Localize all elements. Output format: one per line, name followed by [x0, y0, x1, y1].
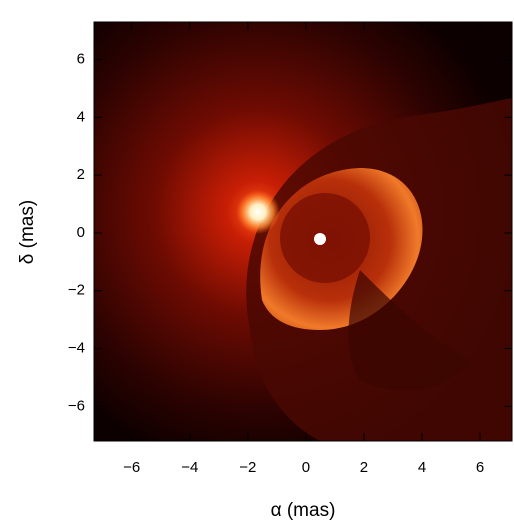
x-tick-label: −6	[123, 459, 140, 476]
x-tick-label: 6	[476, 459, 484, 476]
y-tick-label: −6	[68, 397, 85, 414]
image	[94, 22, 512, 441]
y-tick-label: 4	[77, 108, 85, 125]
x-tick-label: 0	[302, 459, 310, 476]
y-tick-label: −4	[68, 339, 85, 356]
x-tick-label: −4	[181, 459, 198, 476]
y-tick-label: −2	[68, 282, 85, 299]
companion	[314, 233, 326, 245]
page: {"chart_data": {"type": "image", "xlabel…	[0, 0, 514, 524]
x-tick-label: −2	[239, 459, 256, 476]
x-tick-label: 2	[360, 459, 368, 476]
y-axis-title: δ (mas)	[17, 200, 38, 264]
x-tick-label: 4	[418, 459, 426, 476]
x-axis-title: α (mas)	[271, 500, 336, 521]
y-tick-label: 0	[77, 224, 85, 241]
y-tick-label: 6	[77, 51, 85, 68]
chart: α (mas) δ (mas) −6 −4 −2 0 2 4 6 −6 −4 −2 0 2 4 6	[0, 0, 514, 524]
star	[236, 190, 280, 234]
y-tick-label: 2	[77, 166, 85, 183]
